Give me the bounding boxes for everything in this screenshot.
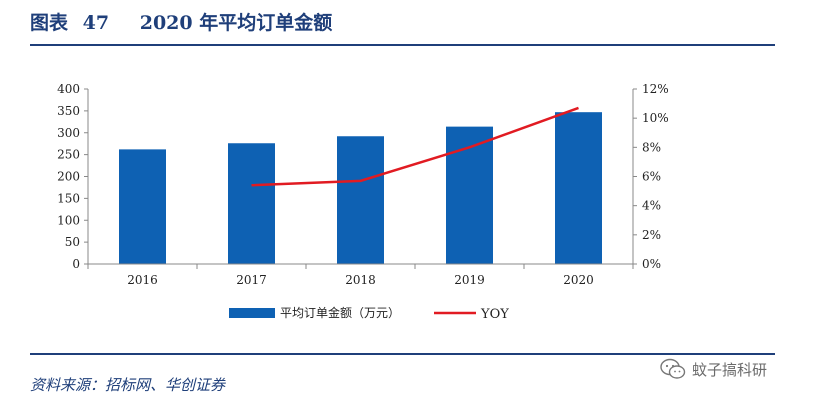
y-tick-label: 400 bbox=[57, 82, 80, 96]
y-tick-label: 350 bbox=[57, 104, 80, 118]
legend-swatch-bar bbox=[229, 308, 275, 318]
axes: 0 50 100 150 200 250 300 350 400 0% 2% 4% 6% 8% 10% 12%… bbox=[57, 82, 669, 287]
y2-tick-label: 12% bbox=[642, 82, 669, 96]
bar bbox=[337, 136, 384, 264]
x-tick-label: 2016 bbox=[127, 273, 158, 287]
x-tick-label: 2020 bbox=[563, 273, 594, 287]
y-tick-label: 200 bbox=[57, 170, 80, 184]
y-tick-label: 300 bbox=[57, 126, 80, 140]
bar-series bbox=[119, 112, 602, 264]
y-tick-label: 100 bbox=[57, 213, 80, 227]
figure-header: 图表 47 2020 年平均订单金额 bbox=[30, 8, 332, 38]
y2-tick-label: 4% bbox=[642, 199, 661, 213]
x-tick-label: 2017 bbox=[236, 273, 267, 287]
y-tick-label: 250 bbox=[57, 148, 80, 162]
bar bbox=[446, 126, 493, 264]
bar bbox=[228, 143, 275, 264]
figure-number: 47 bbox=[82, 12, 110, 34]
y-tick-label: 50 bbox=[65, 235, 80, 249]
line-series bbox=[251, 106, 579, 187]
yoy-line bbox=[251, 106, 579, 187]
figure-label: 图表 bbox=[30, 12, 69, 34]
legend-label-line: YOY bbox=[480, 307, 509, 322]
legend-label-bar: 平均订单金额（万元） bbox=[280, 305, 400, 320]
wechat-icon bbox=[660, 358, 686, 379]
bar bbox=[119, 149, 166, 264]
top-divider bbox=[30, 44, 775, 46]
y2-tick-label: 8% bbox=[642, 140, 661, 154]
legend: 平均订单金额（万元） YOY bbox=[229, 305, 509, 322]
y-tick-label: 0 bbox=[72, 257, 80, 271]
y2-tick-label: 10% bbox=[642, 111, 669, 125]
watermark-text: 蚊子搞科研 bbox=[692, 360, 768, 379]
x-tick-label: 2018 bbox=[345, 273, 376, 287]
y2-tick-label: 0% bbox=[642, 257, 661, 271]
y2-tick-label: 6% bbox=[642, 170, 661, 184]
y-tick-label: 150 bbox=[57, 191, 80, 205]
figure-title: 2020 年平均订单金额 bbox=[139, 12, 333, 34]
x-tick-label: 2019 bbox=[454, 273, 485, 287]
source-note: 资料来源：招标网、华创证券 bbox=[30, 376, 226, 394]
watermark: 蚊子搞科研 bbox=[660, 355, 790, 383]
bar bbox=[555, 112, 602, 264]
y2-tick-label: 2% bbox=[642, 228, 661, 242]
bottom-divider bbox=[30, 353, 775, 355]
